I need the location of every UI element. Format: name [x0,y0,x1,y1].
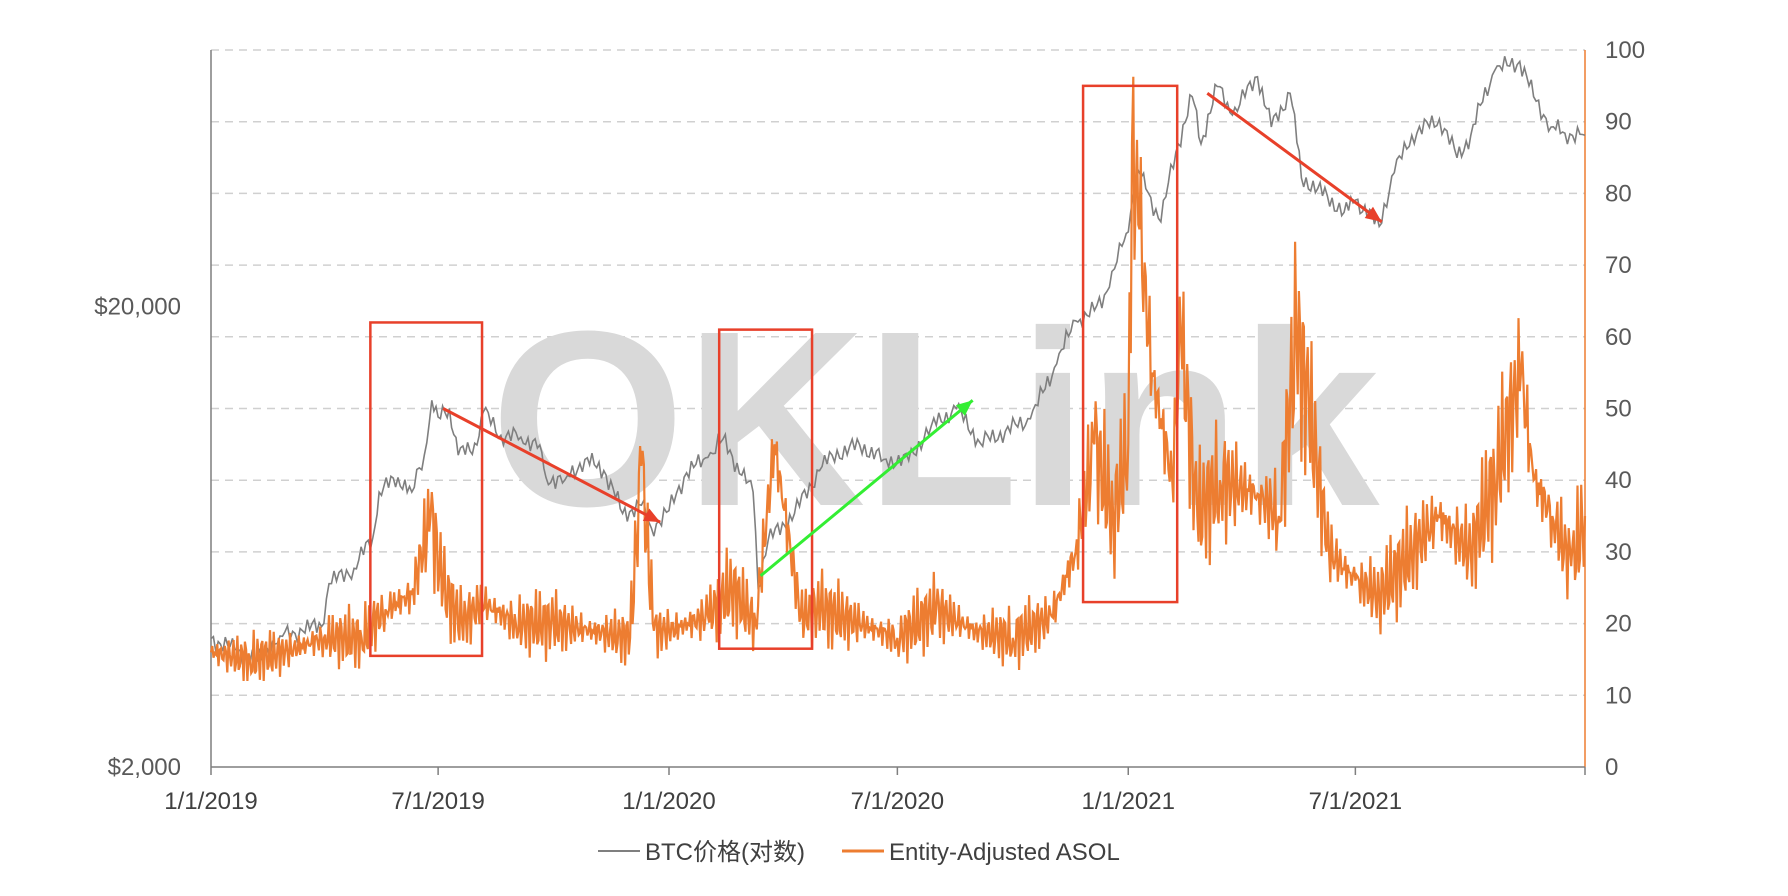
right-axis-tick-label: 90 [1605,109,1632,136]
highlight-box [1081,84,1179,604]
right-axis-tick-label: 40 [1605,467,1632,494]
legend-label-btc: BTC价格(对数) [645,839,805,866]
right-axis-tick-label: 60 [1605,324,1632,351]
highlight-box [369,321,484,658]
trend-arrow [1206,92,1383,224]
x-axis-tick-label: 7/1/2019 [391,788,484,815]
right-axis-tick-label: 80 [1605,180,1632,207]
x-axis-tick-label: 7/1/2021 [1309,788,1402,815]
right-axis-tick-label: 20 [1605,611,1632,638]
left-axis-tick-label: $2,000 [108,754,181,781]
legend-label-asol: Entity-Adjusted ASOL [889,839,1120,866]
trend-arrow [442,407,661,524]
right-axis-tick-label: 50 [1605,396,1632,423]
axes: 0 10 20 30 40 50 60 70 80 90 100 $2,000 $20,000 1/1/2… [94,37,1645,815]
trend-arrow-head [1364,206,1382,222]
trend-arrow [759,399,974,577]
trend-arrow-head [955,400,973,416]
gridlines [211,49,1585,697]
legend: BTC价格(对数) Entity-Adjusted ASOL [598,839,1120,866]
x-axis-tick-label: 1/1/2020 [622,788,715,815]
left-axis-tick-label: $20,000 [94,293,181,320]
right-axis-tick-label: 10 [1605,682,1632,709]
trend-arrow-head [642,508,661,523]
series-line-asol [209,76,1587,682]
watermark: OKLink [491,279,1381,558]
right-axis-tick-label: 30 [1605,539,1632,566]
annotations [369,84,1383,658]
x-axis-tick-label: 1/1/2019 [164,788,257,815]
right-axis-tick-label: 100 [1605,37,1645,64]
right-axis-tick-label: 70 [1605,252,1632,279]
x-axis-tick-label: 1/1/2021 [1082,788,1175,815]
right-axis-tick-label: 0 [1605,754,1618,781]
x-axis-tick-label: 7/1/2020 [851,788,944,815]
highlight-box [717,328,814,650]
